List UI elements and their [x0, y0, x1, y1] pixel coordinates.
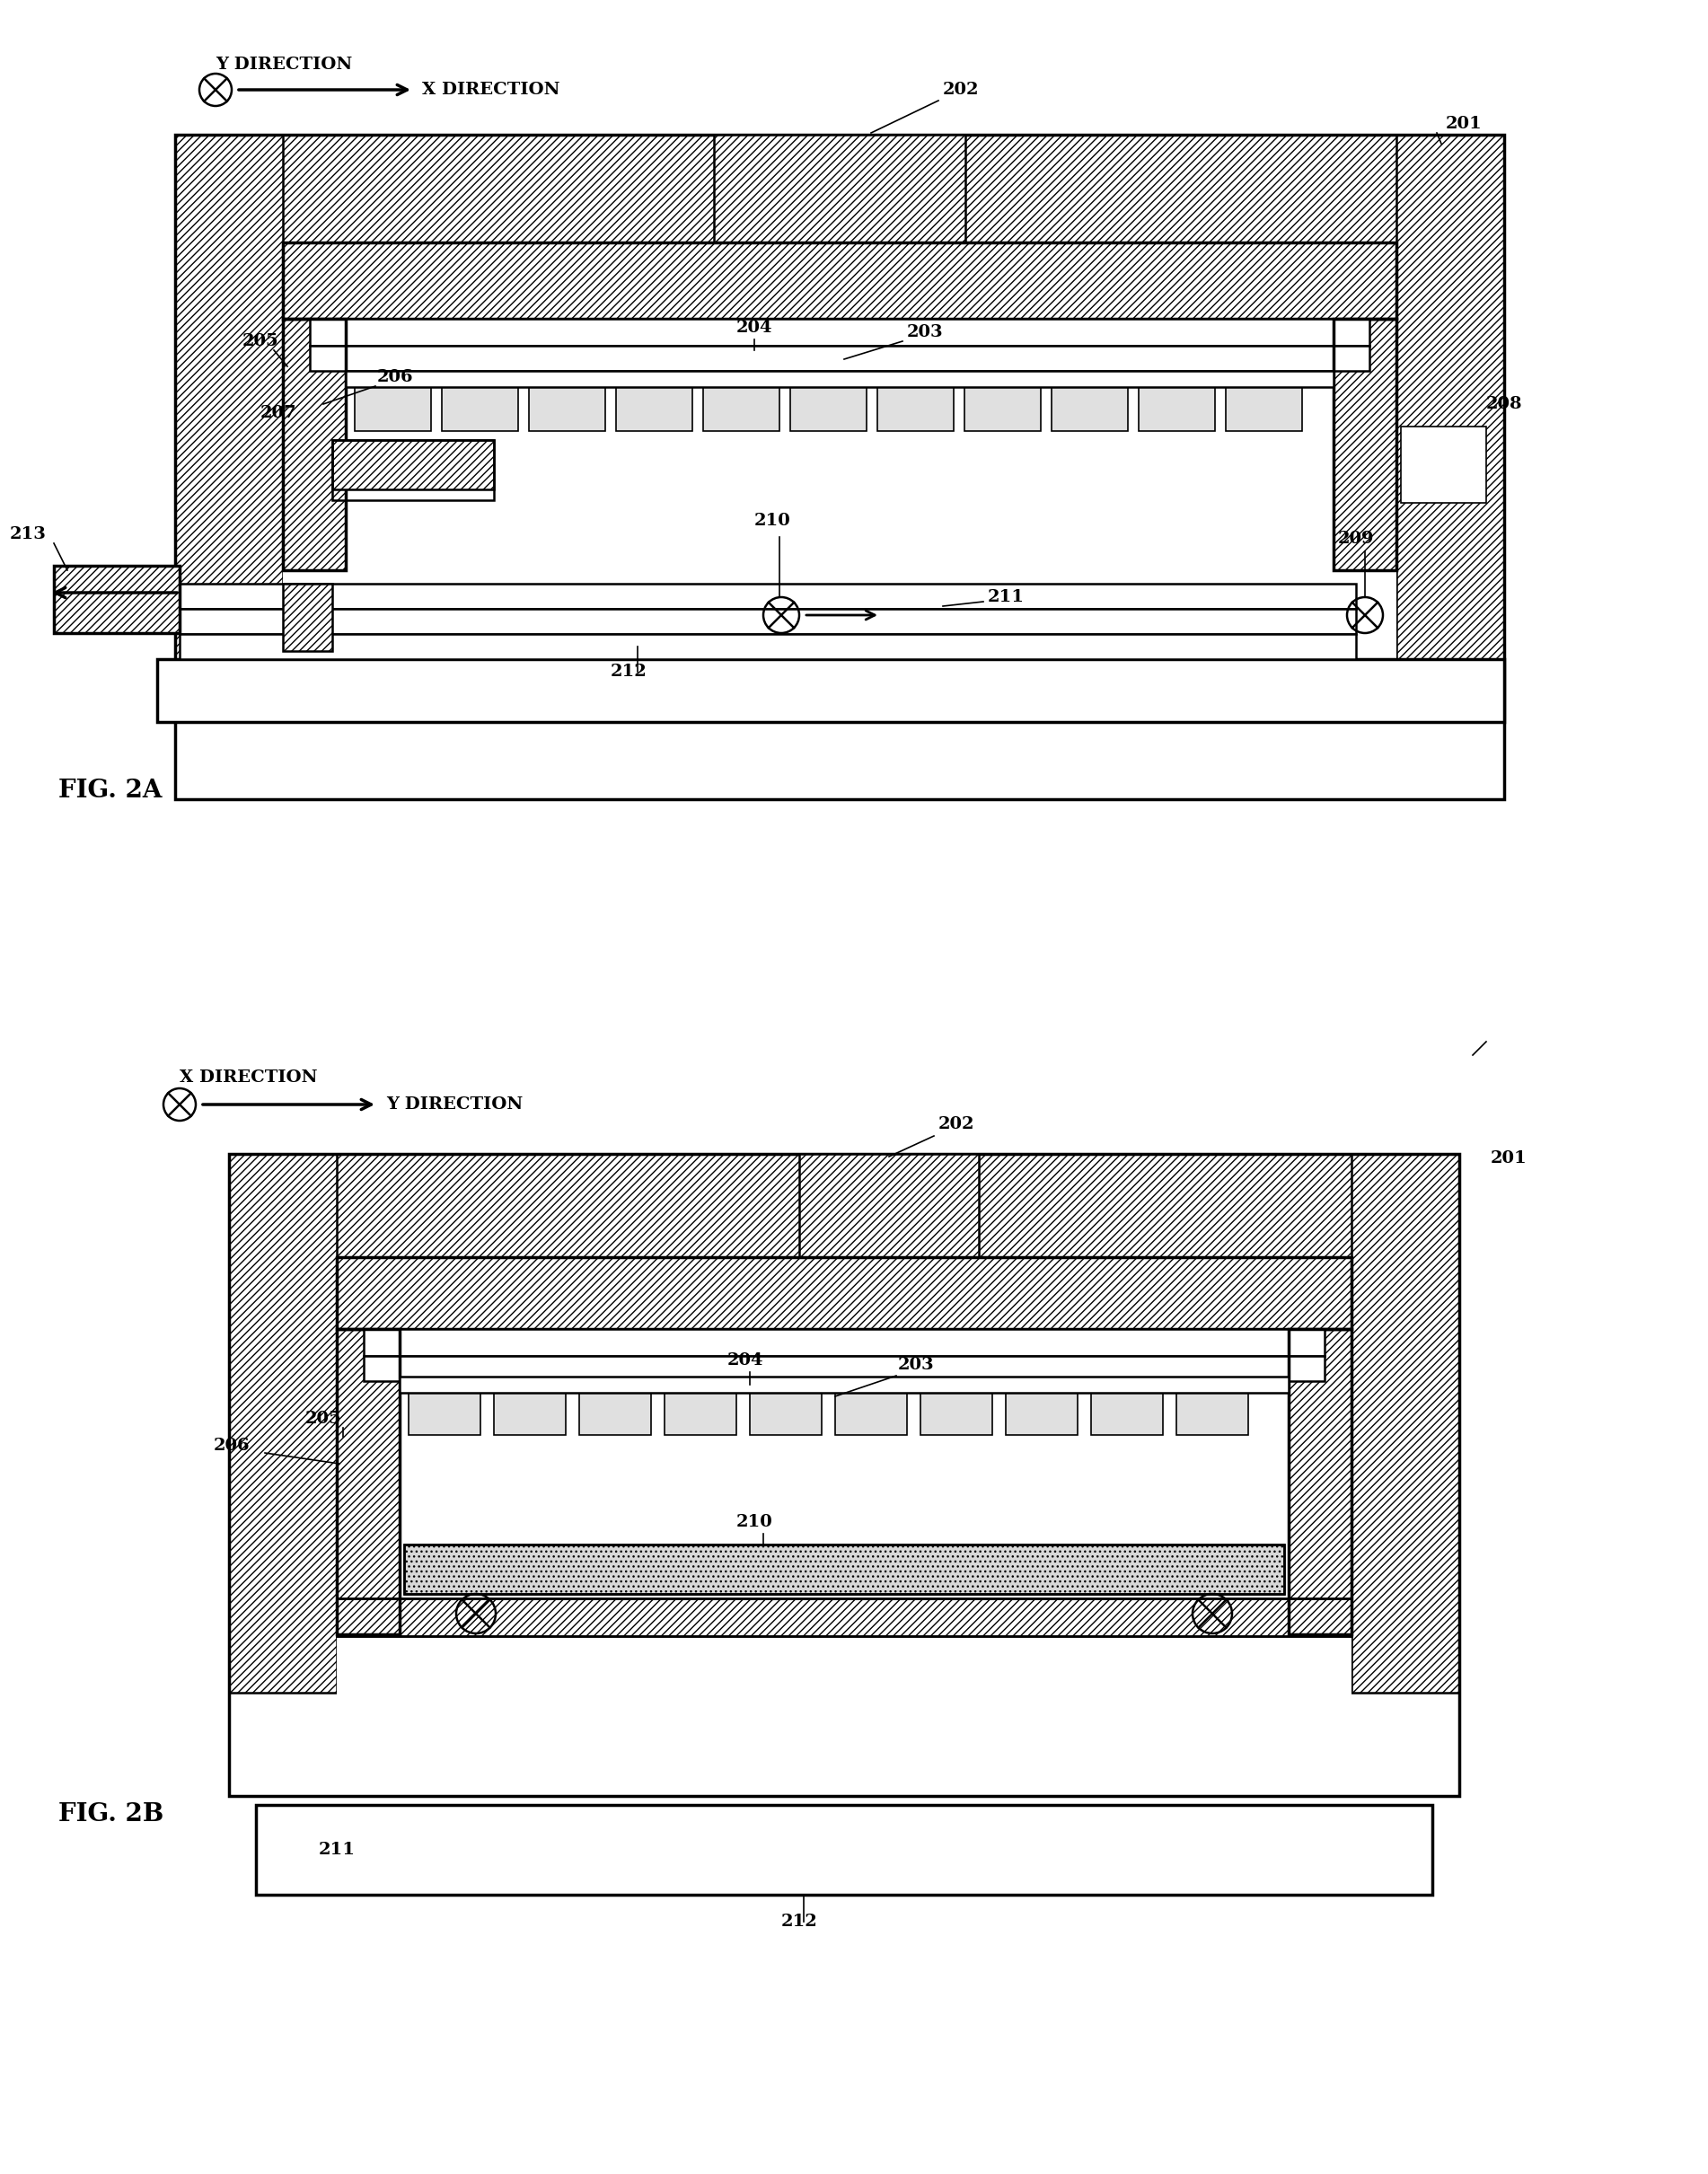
Text: 212: 212 — [611, 663, 647, 680]
Bar — [400, 1376, 1288, 1394]
Bar — [965, 376, 1040, 430]
Bar — [791, 376, 866, 430]
Text: 205: 205 — [243, 333, 278, 350]
Bar — [309, 320, 1370, 346]
Bar — [229, 1154, 1459, 1257]
Bar — [229, 1154, 336, 1694]
Bar — [1334, 320, 1397, 570]
Text: 206: 206 — [377, 370, 413, 385]
Bar — [345, 372, 1334, 387]
Text: 211: 211 — [987, 589, 1025, 604]
Text: 203: 203 — [907, 324, 943, 341]
Bar — [1288, 1328, 1351, 1635]
Text: 201: 201 — [1491, 1150, 1527, 1167]
Text: 201: 201 — [1445, 115, 1483, 133]
Bar — [1334, 320, 1397, 570]
Text: 211: 211 — [319, 1841, 355, 1859]
Bar — [55, 565, 179, 633]
Bar — [1406, 439, 1477, 489]
Bar — [1052, 376, 1127, 430]
Bar — [1226, 376, 1301, 430]
Bar — [617, 376, 692, 430]
Bar — [1401, 426, 1486, 502]
Bar — [55, 565, 179, 633]
Bar — [284, 243, 1397, 320]
Bar — [176, 135, 1505, 800]
Bar — [333, 439, 494, 500]
Bar — [921, 1383, 992, 1435]
Bar — [284, 243, 1397, 800]
Text: FIG. 2A: FIG. 2A — [58, 778, 162, 802]
Text: 210: 210 — [736, 1513, 774, 1530]
Bar — [256, 1804, 1433, 1896]
Bar — [529, 376, 605, 430]
Bar — [309, 346, 1370, 372]
Bar — [284, 583, 333, 650]
Text: 203: 203 — [898, 1357, 934, 1374]
Bar — [284, 320, 345, 570]
Text: Y DIRECTION: Y DIRECTION — [386, 1096, 523, 1113]
Bar — [408, 1383, 480, 1435]
Text: 206: 206 — [214, 1437, 249, 1454]
Bar — [704, 376, 779, 430]
Bar — [336, 1598, 1351, 1637]
Bar — [579, 1383, 651, 1435]
Text: 205: 205 — [306, 1411, 342, 1426]
Bar — [1288, 1328, 1351, 1635]
Bar — [664, 1383, 736, 1435]
Bar — [336, 1598, 1351, 1637]
Bar — [1139, 376, 1214, 430]
Bar — [364, 1328, 1324, 1357]
Text: 204: 204 — [736, 320, 772, 335]
Bar — [336, 1328, 400, 1635]
Bar — [714, 135, 965, 270]
Bar — [284, 320, 345, 570]
Text: 202: 202 — [938, 1115, 975, 1133]
Text: 210: 210 — [755, 513, 791, 528]
Bar — [179, 609, 1356, 635]
Bar — [835, 1383, 907, 1435]
Bar — [799, 1154, 979, 1285]
Bar — [336, 1257, 1351, 1328]
Bar — [176, 135, 1505, 243]
Bar — [405, 1544, 1284, 1594]
Bar — [1006, 1383, 1078, 1435]
Bar — [364, 1357, 1324, 1380]
Bar — [179, 635, 1356, 659]
Text: X DIRECTION: X DIRECTION — [422, 83, 560, 98]
Bar — [355, 376, 430, 430]
Text: 202: 202 — [943, 83, 979, 98]
Bar — [1397, 135, 1505, 691]
Text: 212: 212 — [781, 1913, 818, 1931]
Bar — [336, 1257, 1351, 1796]
Text: 207: 207 — [260, 404, 297, 422]
Bar — [229, 1154, 1459, 1796]
Bar — [284, 243, 1397, 320]
Bar — [405, 1544, 1284, 1594]
Bar — [1091, 1383, 1163, 1435]
Bar — [179, 583, 1356, 609]
Text: 209: 209 — [1337, 530, 1375, 548]
Bar — [336, 1257, 1351, 1328]
Text: Y DIRECTION: Y DIRECTION — [215, 57, 352, 72]
Bar — [176, 135, 284, 691]
Text: 204: 204 — [728, 1352, 763, 1367]
Bar — [1177, 1383, 1249, 1435]
Text: FIG. 2B: FIG. 2B — [58, 1802, 164, 1826]
Bar — [442, 376, 518, 430]
Bar — [878, 376, 953, 430]
Bar — [494, 1383, 565, 1435]
Text: 208: 208 — [1486, 396, 1522, 413]
Bar — [1351, 1154, 1459, 1694]
Text: X DIRECTION: X DIRECTION — [179, 1070, 318, 1085]
Bar — [157, 659, 1505, 722]
Bar — [336, 1328, 400, 1635]
Bar — [333, 439, 494, 489]
Text: 213: 213 — [10, 526, 46, 541]
Bar — [750, 1383, 822, 1435]
